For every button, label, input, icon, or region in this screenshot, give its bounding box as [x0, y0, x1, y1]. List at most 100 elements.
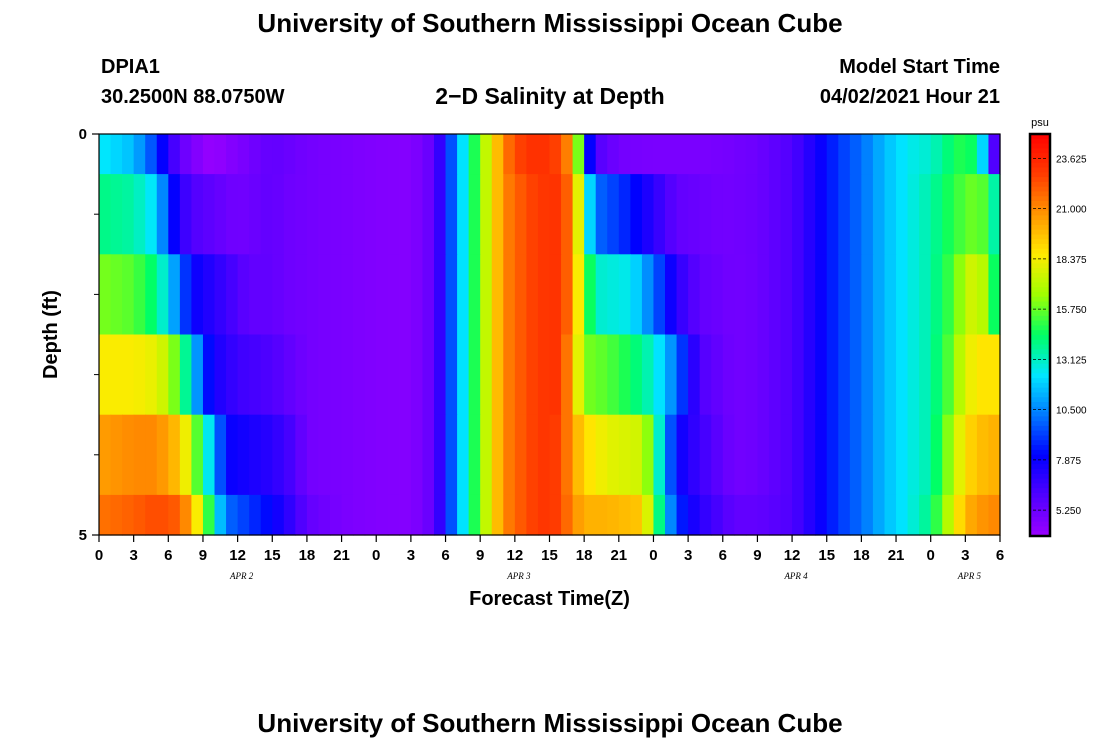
heatmap-cell-1-15 [272, 174, 285, 255]
heatmap-cell-0-37 [526, 134, 539, 175]
date-label: APR 2 [229, 571, 254, 581]
heatmap-cell-2-48 [653, 254, 666, 336]
heatmap-cell-0-30 [445, 134, 458, 175]
heatmap-cell-3-72 [930, 334, 943, 416]
heatmap-cell-4-51 [688, 414, 701, 496]
heatmap-cell-3-40 [561, 334, 574, 416]
heatmap-cell-0-6 [168, 134, 181, 175]
heatmap-cell-1-73 [942, 174, 955, 255]
heatmap-cell-3-11 [226, 334, 239, 416]
colorbar-segment [1030, 191, 1050, 197]
heatmap-cell-3-10 [214, 334, 227, 416]
heatmap-cell-4-37 [526, 414, 539, 496]
heatmap-cell-1-62 [815, 174, 828, 255]
heatmap-cell-0-70 [907, 134, 920, 175]
station-id: DPIA1 [101, 56, 160, 78]
heatmap-cell-1-31 [457, 174, 470, 255]
colorbar-segment [1030, 512, 1050, 518]
heatmap-cell-2-13 [249, 254, 262, 336]
heatmap-cell-4-72 [930, 414, 943, 496]
heatmap-cell-3-55 [734, 334, 747, 416]
colorbar-segment [1030, 201, 1050, 207]
heatmap-cell-4-49 [665, 414, 678, 496]
heatmap-cell-1-74 [953, 174, 966, 255]
heatmap-cell-2-3 [133, 254, 146, 336]
heatmap-cell-5-1 [110, 494, 123, 536]
heatmap-cell-0-44 [607, 134, 620, 175]
x-tick-label: 0 [372, 547, 380, 564]
heatmap-cell-5-2 [122, 494, 135, 536]
heatmap-cell-4-44 [607, 414, 620, 496]
colorbar-segment [1030, 253, 1050, 260]
heatmap-cell-1-47 [641, 174, 655, 255]
colorbar-tick-label: 23.625 [1056, 154, 1087, 165]
heatmap-cell-4-26 [399, 414, 412, 496]
heatmap-cell-4-61 [803, 414, 816, 496]
heatmap-cell-4-10 [214, 414, 227, 496]
heatmap-cell-4-32 [468, 414, 481, 496]
heatmap-cell-5-40 [561, 494, 574, 536]
heatmap-cell-0-23 [364, 134, 377, 175]
colorbar-segment [1030, 349, 1050, 355]
heatmap-cell-5-38 [537, 494, 551, 536]
heatmap-cell-0-40 [561, 134, 574, 175]
heatmap-cell-3-63 [826, 334, 839, 416]
colorbar-segment [1030, 488, 1050, 494]
heatmap-cell-0-25 [387, 134, 400, 175]
heatmap-cell-5-25 [387, 494, 400, 536]
heatmap-cell-3-71 [919, 334, 932, 416]
heatmap-cell-0-45 [618, 134, 631, 175]
colorbar-segment [1030, 449, 1050, 456]
colorbar-segment [1030, 382, 1050, 389]
heatmap-cell-2-40 [561, 254, 574, 336]
heatmap-cell-1-20 [330, 174, 343, 255]
heatmap-cell-4-41 [572, 414, 585, 496]
heatmap-cell-4-55 [734, 414, 747, 496]
heatmap-cell-4-57 [757, 414, 770, 496]
heatmap-cell-4-66 [861, 414, 874, 496]
heatmap-cell-1-8 [191, 174, 204, 255]
heatmap-cell-3-9 [202, 334, 216, 416]
heatmap-cell-0-9 [202, 134, 216, 175]
colorbar: 23.625 21.000 18.375 15.750 13.125 10.500 7.87… [1028, 117, 1087, 538]
colorbar-tick-label: 18.375 [1056, 255, 1087, 266]
heatmap-cell-0-15 [272, 134, 285, 175]
colorbar-segment [1030, 363, 1050, 370]
colorbar-unit: psu [1031, 117, 1049, 129]
heatmap-cell-0-35 [503, 134, 516, 175]
heatmap-cell-1-36 [514, 174, 527, 255]
heatmap-cell-3-77 [988, 334, 1001, 416]
heatmap-cell-2-58 [768, 254, 782, 336]
heatmap-cell-1-6 [168, 174, 181, 255]
heatmap-cell-3-19 [318, 334, 331, 416]
colorbar-segment [1030, 344, 1050, 350]
heatmap-cell-3-14 [260, 334, 273, 416]
heatmap-cell-1-75 [965, 174, 978, 255]
colorbar-segment [1030, 296, 1050, 303]
colorbar-segment [1030, 483, 1050, 489]
heatmap-cell-2-43 [595, 254, 608, 336]
heatmap-cell-5-51 [688, 494, 701, 536]
heatmap-cell-2-9 [202, 254, 216, 336]
heatmap-cell-5-15 [272, 494, 285, 536]
x-tick-label: 21 [610, 547, 627, 564]
colorbar-frame [1028, 132, 1052, 538]
heatmap-cell-5-19 [318, 494, 331, 536]
heatmap-cell-3-2 [122, 334, 135, 416]
colorbar-tick-label: 10.500 [1056, 406, 1087, 417]
heatmap-cell-2-55 [734, 254, 747, 336]
heatmap-cell-2-36 [514, 254, 527, 336]
heatmap-cell-0-32 [468, 134, 481, 175]
heatmap-cell-3-12 [237, 334, 250, 416]
heatmap-cell-0-19 [318, 134, 331, 175]
heatmap-cell-0-48 [653, 134, 666, 175]
heatmap-cell-0-60 [792, 134, 805, 175]
heatmap-cell-3-69 [896, 334, 909, 416]
heatmap-cell-3-0 [99, 334, 112, 416]
heatmap-cell-5-70 [907, 494, 920, 536]
heatmap-cell-3-39 [549, 334, 562, 416]
heatmap-cell-5-55 [734, 494, 747, 536]
heatmap-cell-2-54 [722, 254, 735, 336]
heatmap-cell-4-15 [272, 414, 285, 496]
heatmap-cell-2-26 [399, 254, 412, 336]
